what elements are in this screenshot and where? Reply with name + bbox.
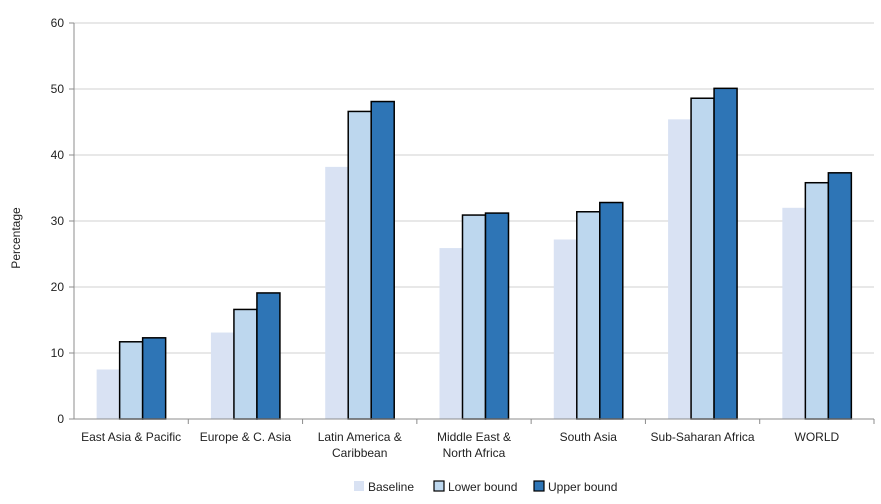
y-tick-label: 10	[51, 346, 65, 360]
x-tick-label: Middle East &	[437, 430, 511, 444]
legend-swatch	[533, 480, 545, 492]
y-axis-title: Percentage	[9, 207, 23, 269]
x-tick-label: Caribbean	[332, 446, 387, 460]
bar-baseline	[96, 369, 120, 419]
x-tick-label: East Asia & Pacific	[81, 430, 181, 444]
x-tick-label: North Africa	[443, 446, 506, 460]
bar-upper-bound	[713, 87, 738, 420]
bar-lower-bound	[233, 308, 258, 420]
bar-baseline	[210, 332, 234, 419]
bar-upper-bound	[599, 201, 624, 420]
x-tick-label: South Asia	[560, 430, 618, 444]
y-tick-label: 50	[51, 82, 65, 96]
legend: Baseline Lower bound Upper bound	[354, 480, 617, 494]
x-tick-label: Europe & C. Asia	[200, 430, 292, 444]
bar-lower-bound	[576, 211, 601, 420]
bar-baseline	[439, 248, 463, 419]
x-tick-label: Sub-Saharan Africa	[651, 430, 755, 444]
bar-baseline	[553, 239, 577, 419]
legend-label: Lower bound	[448, 480, 517, 494]
bar-lower-bound	[347, 110, 372, 420]
bar-upper-bound	[370, 100, 395, 420]
axes: 0 10 20 30 40 50 60 East Asia & Pacific Europe &…	[51, 16, 875, 460]
legend-swatch	[354, 481, 364, 491]
bar-baseline	[668, 119, 692, 420]
x-tick-label: WORLD	[795, 430, 840, 444]
legend-swatch	[433, 480, 445, 492]
bar-upper-bound	[256, 292, 281, 420]
bar-lower-bound	[461, 214, 487, 420]
bars	[96, 87, 853, 420]
y-tick-label: 30	[51, 214, 65, 228]
legend-label: Upper bound	[548, 480, 617, 494]
legend-label: Baseline	[368, 480, 414, 494]
bar-lower-bound	[118, 341, 144, 420]
y-tick-label: 0	[57, 412, 64, 426]
y-tick-label: 20	[51, 280, 65, 294]
bar-upper-bound	[141, 337, 167, 420]
x-tick-label: Latin America &	[318, 430, 402, 444]
y-tick-label: 40	[51, 148, 65, 162]
y-tick-label: 60	[51, 16, 65, 30]
bar-baseline	[325, 166, 349, 419]
bar-upper-bound	[484, 212, 510, 420]
bar-upper-bound	[827, 172, 853, 420]
bar-lower-bound	[690, 97, 715, 420]
bar-baseline	[782, 207, 806, 419]
bar-lower-bound	[804, 181, 830, 420]
